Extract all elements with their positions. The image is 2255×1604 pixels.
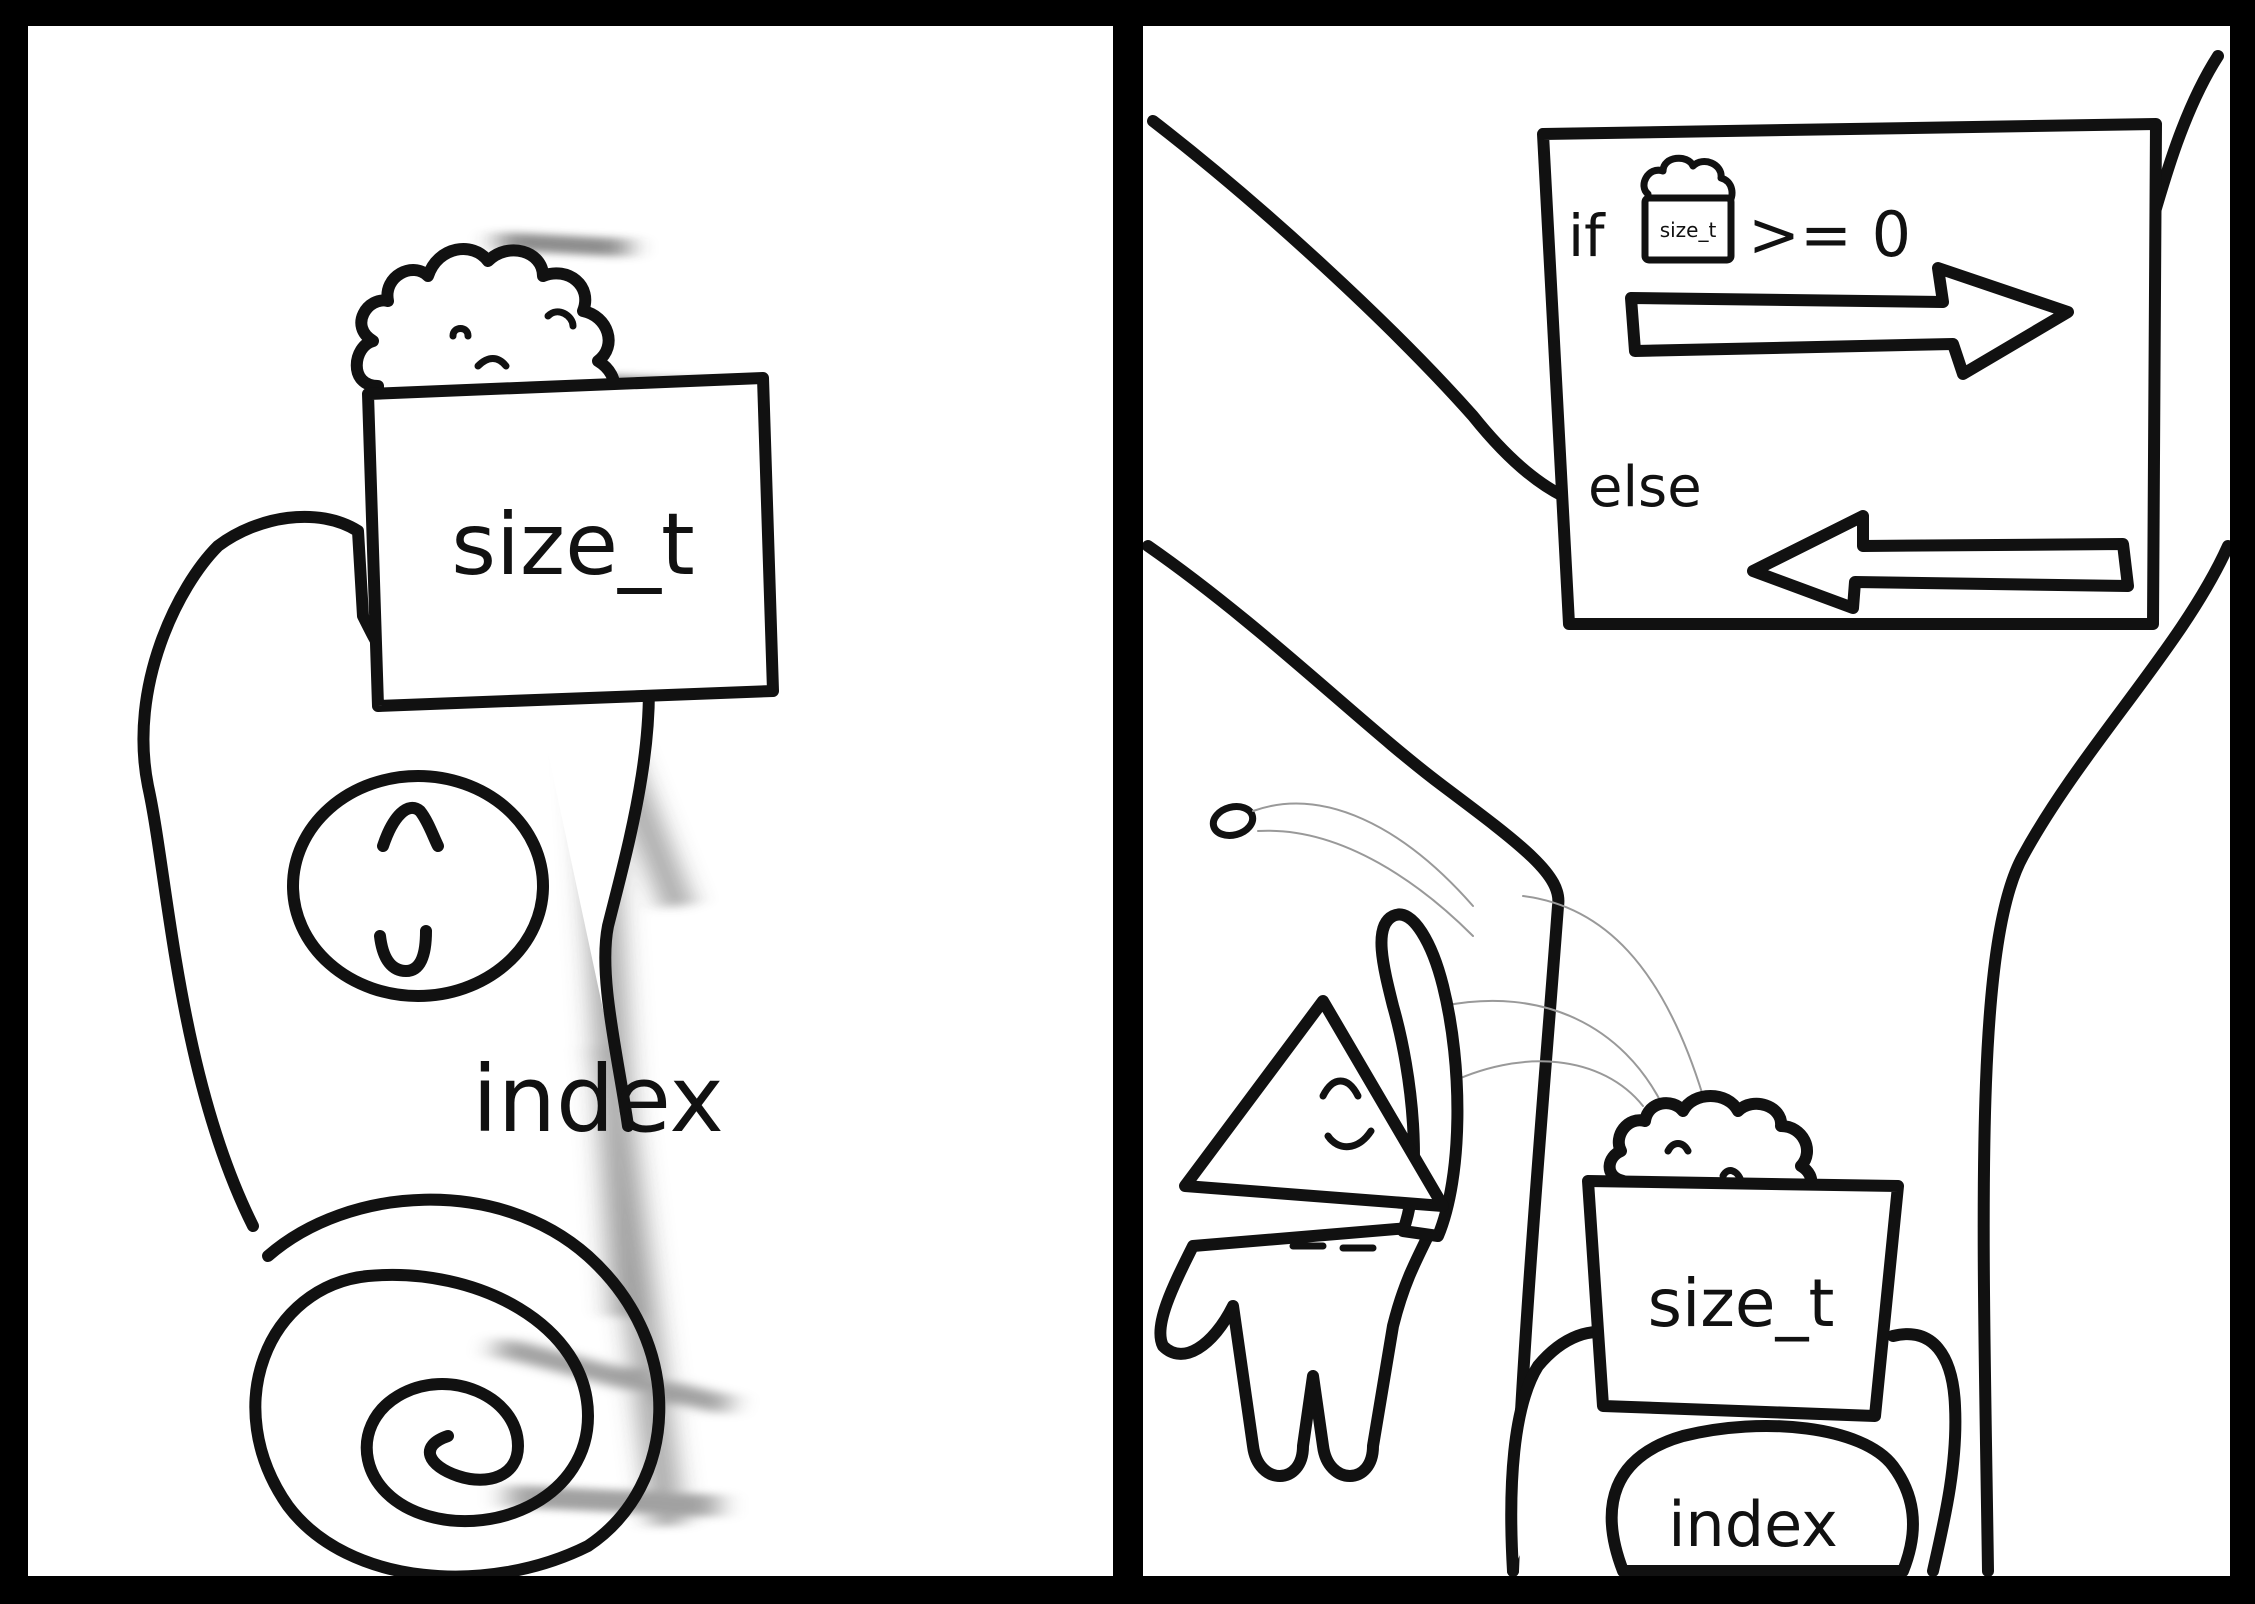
face-circle — [287, 770, 549, 1002]
fluffy-head — [350, 243, 621, 422]
panel-left-drawing: size_t index — [137, 232, 779, 1576]
badge-label: size_t — [1660, 218, 1717, 242]
body-label: index — [1668, 1488, 1838, 1561]
eye-mark — [377, 801, 444, 852]
thrown-pebble — [1209, 802, 1704, 1107]
eye-left-mark — [449, 325, 472, 340]
index-character: index size_t — [1505, 1090, 1962, 1576]
sign-label: size_t — [451, 495, 694, 595]
triangle-character — [1154, 908, 1464, 1482]
belly-dashes — [1289, 1242, 1377, 1252]
else-label: else — [1588, 455, 1702, 520]
arrow-left-icon — [1747, 510, 2134, 614]
condition-sign: if size_t >= 0 else — [1537, 118, 2162, 630]
size-t-badge: size_t — [1640, 154, 1736, 264]
eye-mark — [1319, 1077, 1362, 1100]
if-label: if — [1568, 202, 1606, 270]
sign-label: size_t — [1648, 1265, 1835, 1342]
comparison-label: >= 0 — [1748, 198, 1911, 271]
comic-panel-left: size_t index — [28, 26, 1113, 1576]
spiral-tail — [249, 1193, 666, 1576]
mouth-mark — [1324, 1127, 1375, 1151]
arrow-right-icon — [1625, 262, 2074, 380]
comic-panel-right: if size_t >= 0 else — [1143, 26, 2230, 1576]
mouth-mark — [374, 925, 432, 977]
panel-right-drawing: if size_t >= 0 else — [1143, 50, 2230, 1576]
body-label: index — [472, 1046, 724, 1153]
size-t-sign: size_t — [362, 372, 779, 712]
eye-right-mark — [544, 308, 577, 330]
eye-mark — [1664, 1140, 1692, 1155]
brow-mark — [474, 355, 510, 370]
